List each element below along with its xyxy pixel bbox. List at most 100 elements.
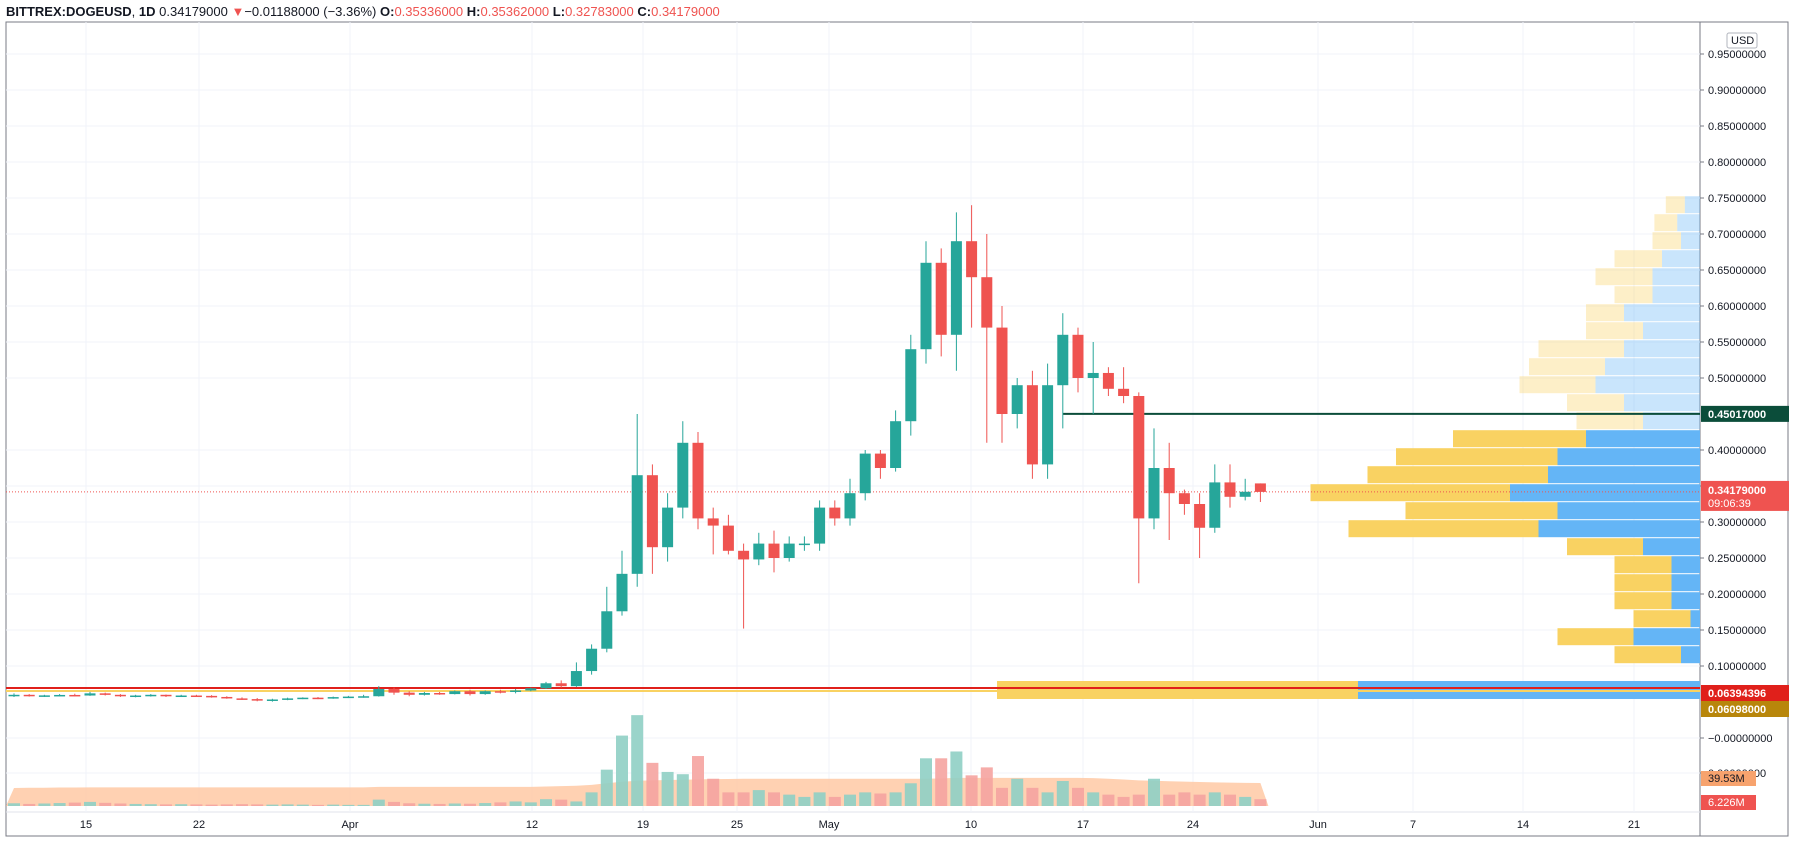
candle-body — [1057, 334, 1069, 386]
interval-label[interactable]: 1D — [138, 4, 156, 19]
y-tick-label: −0.00000000 — [1708, 733, 1773, 745]
last-price-value: 0.34179000 — [159, 4, 228, 19]
volume-profile-buy-bar — [1529, 358, 1605, 376]
y-tick-label: 0.60000000 — [1708, 301, 1766, 313]
volume-bar — [68, 802, 81, 806]
volume-profile-sell-bar — [1624, 394, 1700, 412]
candle-body — [479, 691, 491, 695]
volume-bar — [828, 796, 841, 806]
candle-body — [449, 691, 461, 695]
volume-profile-sell-bar — [1643, 412, 1700, 430]
candle-body — [1011, 385, 1023, 414]
volume-profile-buy-bar — [1310, 484, 1510, 502]
candles — [8, 205, 1266, 702]
currency-label: USD — [1731, 35, 1754, 47]
volume-bar — [676, 774, 689, 806]
volume-profile-sell-bar — [1671, 592, 1700, 610]
volume-profile-sell-bar — [1557, 448, 1700, 466]
open-label: O: — [380, 4, 395, 19]
candle-body — [145, 694, 157, 697]
volume-bar — [585, 792, 598, 806]
volume-profile-sell-bar — [1684, 196, 1700, 214]
candle-body — [738, 550, 750, 560]
volume-bar — [1087, 792, 1100, 806]
low-label: L: — [552, 4, 566, 19]
volume-bar — [509, 801, 522, 806]
volume-last-tag-text: 6.226M — [1708, 797, 1745, 809]
volume-profile-buy-bar — [1614, 556, 1672, 574]
volume-bar — [859, 792, 872, 806]
volume-bar — [996, 787, 1008, 806]
candle-body — [950, 241, 962, 335]
close-label: C: — [637, 4, 652, 19]
volume-profile-buy-bar — [1586, 322, 1643, 340]
volume-bar — [874, 793, 887, 806]
candle-body — [54, 694, 66, 697]
volume-bar — [570, 801, 583, 806]
symbol-name[interactable]: BITTREX:DOGEUSD — [6, 4, 132, 19]
candle-body — [646, 475, 658, 548]
volume-bar — [889, 792, 902, 806]
candle-body — [418, 693, 430, 695]
candle-body — [251, 699, 263, 701]
volume-profile-sell-bar — [1690, 610, 1700, 628]
candle-body — [890, 421, 902, 468]
volume-bar — [752, 790, 765, 806]
y-tick-label: 0.40000000 — [1708, 445, 1766, 457]
volume-bar — [707, 778, 720, 806]
candle-body — [175, 695, 187, 698]
candle-body — [753, 543, 765, 560]
volume-bar — [372, 799, 385, 806]
x-tick-label: 10 — [965, 819, 977, 831]
volume-last-tag: 6.226M — [1701, 795, 1756, 810]
volume-bar — [844, 794, 856, 806]
volume-bar — [1224, 794, 1236, 806]
volume-bar — [1041, 792, 1054, 806]
volume-bar — [768, 792, 780, 806]
volume-profile-sell-bar — [1605, 358, 1700, 376]
volume-bar — [418, 803, 431, 806]
candle-body — [1072, 334, 1084, 378]
volume-profile-sell-bar — [1681, 232, 1700, 250]
candle-body — [722, 525, 734, 551]
volume-bar — [53, 803, 66, 806]
candle-body — [1133, 396, 1145, 519]
volume-profile-sell-bar — [1624, 340, 1700, 358]
resistance-price-tag: 0.45017000 — [1701, 405, 1789, 422]
candle-body — [1148, 468, 1160, 519]
candle-body — [312, 697, 324, 700]
y-tick-label: 0.65000000 — [1708, 265, 1766, 277]
volume-bar — [251, 804, 264, 806]
high-label: H: — [466, 4, 481, 19]
volume-bar — [342, 804, 355, 806]
volume-bar — [1148, 778, 1160, 806]
candle-body — [1026, 385, 1038, 465]
candle-body — [190, 695, 202, 698]
candle-body — [69, 694, 81, 697]
open-value: 0.35336000 — [394, 4, 464, 19]
candle-body — [996, 327, 1008, 414]
candle-body — [920, 262, 932, 350]
volume-bar — [798, 796, 811, 806]
volume-profile-buy-bar — [1595, 268, 1653, 286]
volume-profile-sell-bar — [1586, 430, 1700, 448]
x-tick-label: 24 — [1187, 819, 1199, 831]
candle-body — [783, 543, 795, 558]
volume-ma-tag-text: 39.53M — [1708, 773, 1745, 785]
volume-bar — [616, 735, 628, 806]
candle-body — [434, 693, 446, 695]
volume-bar — [783, 794, 796, 806]
volume-bar — [1254, 799, 1267, 806]
volume-profile-sell-bar — [1643, 538, 1700, 556]
volume-bar — [388, 801, 400, 806]
volume-profile-sell-bar — [1643, 322, 1700, 340]
volume-bar — [904, 783, 917, 806]
volume-pane — [6, 715, 1269, 806]
volume-bar — [357, 804, 370, 806]
candle-body — [403, 692, 415, 695]
volume-profile-buy-bar — [1665, 196, 1685, 214]
y-tick-label: 0.90000000 — [1708, 85, 1766, 97]
candle-body — [859, 453, 871, 494]
y-tick-label: 0.75000000 — [1708, 193, 1766, 205]
